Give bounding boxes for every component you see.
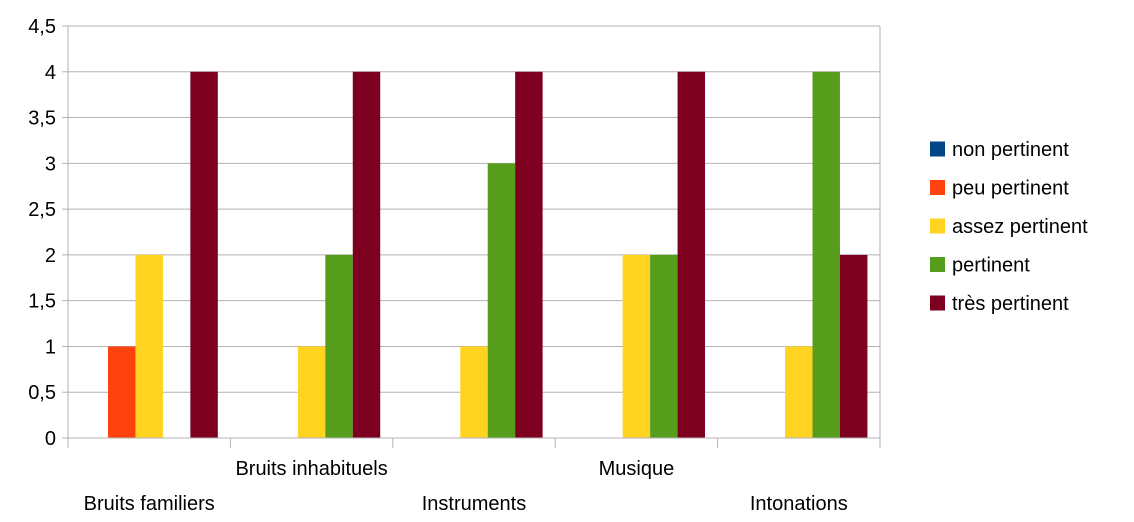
x-category-label: Bruits inhabituels: [235, 458, 387, 480]
bar: [108, 346, 136, 438]
bar: [135, 254, 163, 438]
bar: [297, 346, 326, 438]
bar: [812, 71, 840, 439]
legend-label: très pertinent: [952, 293, 1069, 315]
y-tick-labels: 0 0,5 1 1,5 2 2,5 3 3,5 4 4,5: [28, 16, 56, 450]
x-category-labels: Bruits familiers Bruits inhabituels Instru…: [84, 458, 848, 515]
legend-label: assez pertinent: [952, 216, 1088, 238]
y-tick-label: 1: [45, 336, 56, 358]
bar: [650, 254, 678, 438]
bar: [785, 346, 813, 438]
x-category-label: Bruits familiers: [84, 493, 215, 515]
legend-label: non pertinent: [952, 139, 1069, 161]
y-tick-label: 1,5: [28, 291, 56, 313]
bar: [190, 71, 218, 439]
legend: non pertinent peu pertinent assez pertinen…: [930, 139, 1088, 315]
bar: [352, 71, 381, 439]
bar: [622, 254, 651, 438]
bar: [677, 71, 706, 439]
legend-swatch: [930, 218, 945, 234]
x-category-label: Musique: [599, 458, 675, 480]
legend-swatch: [930, 180, 945, 195]
bar: [839, 254, 868, 438]
legend-label: peu pertinent: [952, 178, 1069, 200]
bar: [487, 163, 516, 439]
legend-swatch: [930, 257, 945, 272]
y-tick-label: 2,5: [28, 199, 56, 221]
y-tick-label: 3: [45, 153, 56, 175]
legend-label: pertinent: [952, 255, 1030, 277]
y-tick-label: 4: [45, 62, 56, 84]
y-tick-label: 3,5: [28, 108, 56, 130]
bar: [325, 254, 353, 438]
y-tick-label: 0,5: [28, 382, 56, 404]
legend-swatch: [930, 295, 945, 311]
bar: [460, 346, 488, 438]
bars: [108, 71, 868, 439]
axes: [62, 25, 881, 448]
y-tick-label: 0: [45, 428, 56, 450]
x-category-label: Instruments: [422, 493, 526, 515]
y-tick-label: 2: [45, 245, 56, 267]
y-tick-label: 4,5: [28, 16, 56, 38]
bar: [515, 71, 543, 439]
x-category-label: Intonations: [750, 493, 848, 515]
legend-swatch: [930, 141, 945, 157]
